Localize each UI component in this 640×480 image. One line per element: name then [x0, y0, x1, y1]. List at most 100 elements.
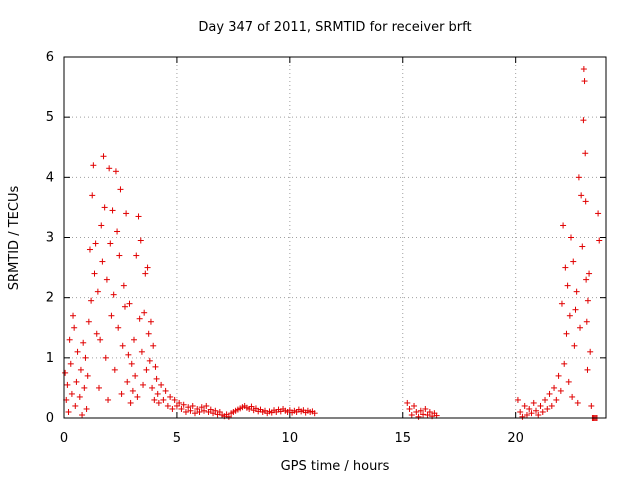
data-point — [71, 324, 78, 331]
data-point — [84, 372, 91, 379]
data-point — [167, 393, 174, 400]
data-point — [574, 399, 581, 406]
data-point — [74, 348, 81, 355]
data-point — [201, 407, 208, 414]
data-point — [105, 396, 112, 403]
data-point — [138, 348, 145, 355]
data-point — [115, 324, 122, 331]
data-point — [110, 291, 117, 298]
data-point — [77, 366, 84, 373]
data-point — [225, 413, 232, 420]
data-point — [154, 390, 161, 397]
data-point — [131, 336, 138, 343]
data-point — [141, 309, 148, 316]
data-point — [216, 408, 223, 415]
data-point — [155, 399, 162, 406]
data-point — [182, 408, 189, 415]
data-point — [125, 351, 132, 358]
data-point — [571, 342, 578, 349]
data-point — [117, 186, 124, 193]
data-point — [415, 413, 422, 420]
data-point — [70, 312, 77, 319]
data-point — [94, 288, 101, 295]
data-point — [580, 66, 587, 73]
data-point — [142, 270, 149, 277]
y-tick-label: 4 — [46, 170, 54, 185]
data-point — [62, 369, 69, 376]
data-point — [581, 78, 588, 85]
data-point — [68, 390, 75, 397]
data-point — [406, 405, 413, 412]
data-point — [144, 264, 151, 271]
data-point — [82, 354, 89, 361]
data-point — [579, 243, 586, 250]
data-point — [180, 401, 187, 408]
data-point — [100, 153, 107, 160]
data-point — [567, 234, 574, 241]
data-point — [583, 318, 590, 325]
data-point — [595, 210, 602, 217]
data-point — [137, 237, 144, 244]
data-point — [311, 410, 318, 417]
data-point — [80, 339, 87, 346]
data-point — [584, 366, 591, 373]
data-point — [530, 399, 537, 406]
data-point — [560, 222, 567, 229]
data-point — [162, 387, 169, 394]
data-point — [160, 396, 167, 403]
chart-title: Day 347 of 2011, SRMTID for receiver brf… — [198, 20, 471, 35]
data-point — [519, 413, 526, 420]
data-point — [169, 405, 176, 412]
data-point — [129, 387, 136, 394]
data-point — [118, 390, 125, 397]
data-point — [575, 174, 582, 181]
data-point — [578, 192, 585, 199]
data-point — [171, 396, 178, 403]
data-point — [103, 276, 110, 283]
data-point — [79, 411, 86, 418]
data-point — [526, 405, 533, 412]
data-point — [108, 312, 115, 319]
data-point — [517, 408, 524, 415]
data-point — [198, 404, 205, 411]
x-tick-label: 10 — [282, 431, 299, 446]
x-tick-label: 0 — [60, 431, 68, 446]
data-point — [584, 297, 591, 304]
data-point — [569, 393, 576, 400]
data-point — [555, 372, 562, 379]
data-point — [570, 258, 577, 265]
data-point — [149, 384, 156, 391]
data-point — [72, 402, 79, 409]
data-point — [99, 258, 106, 265]
data-point — [101, 204, 108, 211]
data-point — [114, 228, 121, 235]
x-tick-label: 15 — [394, 431, 411, 446]
data-point — [207, 406, 214, 413]
data-point — [539, 408, 546, 415]
data-point — [212, 407, 219, 414]
data-point — [73, 378, 80, 385]
data-point — [116, 252, 123, 259]
data-point — [146, 357, 153, 364]
data-point — [422, 405, 429, 412]
data-point — [140, 381, 147, 388]
data-point — [596, 237, 603, 244]
data-point — [143, 366, 150, 373]
data-point — [583, 276, 590, 283]
data-point — [557, 387, 564, 394]
data-point — [523, 411, 530, 418]
data-point — [189, 402, 196, 409]
data-point — [98, 222, 105, 229]
data-point — [88, 297, 95, 304]
data-point — [420, 411, 427, 418]
data-point — [413, 408, 420, 415]
data-point — [546, 390, 553, 397]
y-tick-label: 2 — [46, 291, 54, 306]
data-point — [93, 330, 100, 337]
data-point — [107, 240, 114, 247]
data-point — [86, 246, 93, 253]
data-point — [151, 396, 158, 403]
data-point — [111, 366, 118, 373]
data-point — [173, 402, 180, 409]
data-point — [185, 404, 192, 411]
